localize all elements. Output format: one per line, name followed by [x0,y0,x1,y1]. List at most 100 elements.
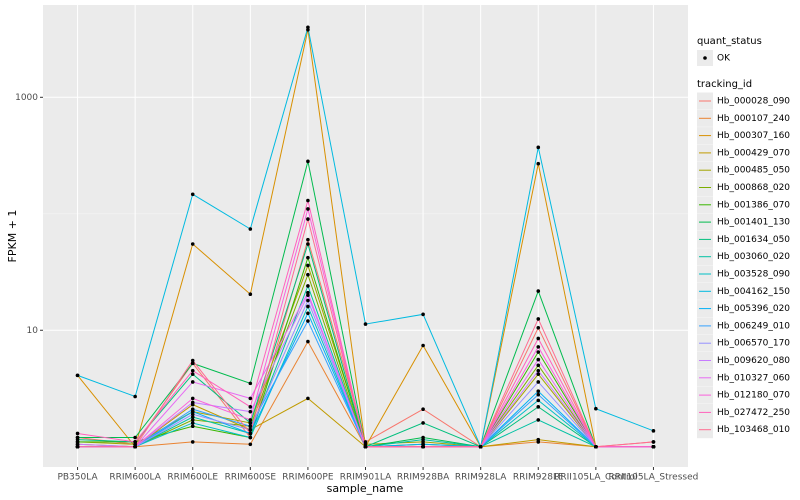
data-point [190,380,195,384]
data-point [536,145,541,150]
data-point [536,357,541,362]
data-point [651,440,656,444]
data-point [133,440,137,444]
data-point [190,440,195,444]
data-point [306,198,310,203]
data-point [75,444,80,449]
legend-label: Hb_103468_010 [717,425,790,435]
data-point [536,372,541,376]
data-point [190,407,195,412]
data-point [190,412,195,417]
data-point [306,159,310,164]
legend-label: Hb_001634_050 [717,235,790,245]
data-point [248,431,253,436]
data-point [306,237,310,242]
data-point [190,242,195,246]
y-axis-title: FPKM + 1 [6,210,19,263]
data-point [536,389,541,393]
data-point [651,444,656,449]
data-point [363,322,368,326]
legend-label: Hb_001401_130 [717,218,790,228]
data-point [190,400,195,405]
data-point [190,192,195,197]
legend-label: OK [717,54,731,64]
data-point [536,392,541,397]
data-point [306,242,310,246]
data-point [306,255,310,260]
data-point [536,405,541,409]
data-point [190,361,195,366]
data-point [133,435,137,440]
legend-label: Hb_000485_050 [717,166,790,176]
data-point [594,406,598,411]
data-point [306,207,310,211]
data-point [536,161,541,166]
data-point [248,396,253,401]
data-point [133,394,137,399]
data-point [421,407,425,412]
data-point [248,421,253,425]
data-point [651,429,656,433]
data-point [248,381,253,386]
legend-title: tracking_id [697,79,752,90]
data-point [421,437,425,442]
legend-label: Hb_027472_250 [717,408,790,418]
data-point [363,442,368,447]
data-point [536,398,541,403]
x-tick-label: RRIM928LE [513,473,564,483]
legend-label: Hb_003060_020 [717,252,790,262]
y-tick-label: 10 [27,326,39,336]
data-point [306,298,310,303]
data-point [306,293,310,297]
x-tick-label: RRIM600SE [225,473,277,483]
legend-label: Hb_000028_090 [717,97,790,107]
data-point [190,396,195,401]
data-point [248,292,253,296]
data-point [306,311,310,316]
data-point [421,444,425,449]
data-point [536,380,541,384]
x-tick-label: RRIM901LA [340,473,392,483]
legend-label: Hb_000429_070 [717,148,790,158]
data-point [190,421,195,425]
data-point [133,444,137,449]
x-axis-title: sample_name [327,482,404,495]
data-point [421,442,425,447]
legend-title: quant_status [697,36,762,47]
data-point [248,442,253,447]
data-point [306,263,310,268]
x-tick-label: RRIM600PE [282,473,334,483]
data-point [536,325,541,330]
data-point [536,317,541,321]
data-point [536,368,541,373]
data-point [306,27,310,32]
data-point [248,405,253,409]
legend-label: Hb_006249_010 [717,321,790,331]
data-point [536,437,541,442]
data-point [306,396,310,401]
data-point [190,372,195,376]
data-point [536,350,541,354]
data-point [248,227,253,231]
y-tick-label: 1000 [15,93,38,103]
data-point [75,442,80,447]
data-point [536,336,541,341]
data-point [594,444,598,449]
data-point [248,418,253,422]
data-point [75,437,80,442]
legend-point [703,56,707,60]
data-point [536,289,541,293]
data-point [190,368,195,373]
legend-label: Hb_000868_020 [717,183,790,193]
legend-label: Hb_009620_080 [717,356,790,366]
data-point [248,435,253,440]
x-tick-label: RRIM600LE [167,473,218,483]
data-point [306,272,310,277]
data-point [190,418,195,422]
data-point [306,304,310,309]
legend-label: Hb_005396_020 [717,304,790,314]
data-point [75,373,80,378]
data-point [190,409,195,414]
data-point [248,427,253,432]
